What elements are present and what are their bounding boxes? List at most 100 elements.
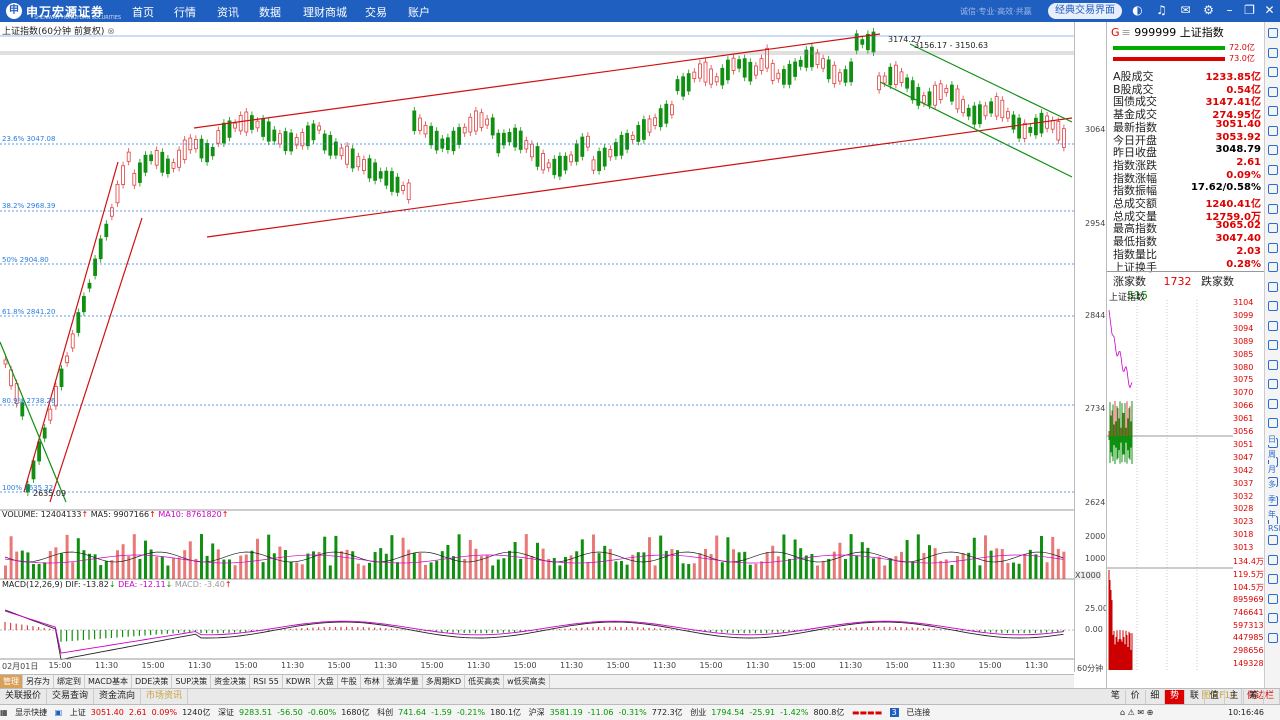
- close-icon[interactable]: ✕: [1264, 3, 1275, 17]
- stat-row: 国债成交 3147.41亿: [1113, 93, 1261, 108]
- trend-line-0[interactable]: [193, 33, 881, 129]
- tab-trade-query[interactable]: 交易查询: [47, 689, 95, 704]
- trend-line-1[interactable]: [206, 117, 1073, 238]
- tab-sidebar[interactable]: 侧边栏: [1242, 689, 1280, 704]
- tab-f10[interactable]: 图文F10: [1196, 689, 1242, 704]
- tool-icon[interactable]: [1268, 379, 1278, 389]
- indicator-button-9[interactable]: 大盘: [315, 675, 338, 688]
- period-shortcut[interactable]: 年: [1268, 509, 1276, 520]
- right-tab-5[interactable]: 值: [1205, 690, 1225, 704]
- stat-value: 1233.85亿: [1205, 72, 1261, 83]
- tool-icon[interactable]: [1268, 184, 1278, 194]
- tool-icon[interactable]: [1268, 418, 1278, 428]
- indicator-button-10[interactable]: 牛股: [338, 675, 361, 688]
- trend-line-3[interactable]: [49, 217, 143, 503]
- quick-display-label[interactable]: 显示快捷: [15, 708, 48, 717]
- menu-account[interactable]: 账户: [408, 6, 430, 19]
- period-shortcut[interactable]: 多: [1268, 479, 1276, 490]
- right-tab-4[interactable]: 联: [1185, 690, 1205, 704]
- tool-icon[interactable]: [1268, 632, 1278, 643]
- right-tab-3[interactable]: 势: [1165, 690, 1185, 704]
- stat-value: 274.95亿: [1212, 110, 1261, 122]
- tool-icon[interactable]: [1268, 574, 1278, 584]
- menu-news[interactable]: 资讯: [217, 6, 239, 19]
- tab-market-news[interactable]: 市场资讯: [141, 689, 189, 704]
- tool-icon[interactable]: [1268, 145, 1278, 155]
- tool-icon[interactable]: [1268, 47, 1278, 58]
- menu-trade[interactable]: 交易: [365, 6, 387, 19]
- tool-icon[interactable]: [1268, 106, 1278, 116]
- tool-icon[interactable]: [1268, 398, 1278, 409]
- trend-line-6[interactable]: [0, 341, 67, 503]
- tool-icon[interactable]: [1268, 613, 1278, 623]
- indicator-button-7[interactable]: RSI 55: [250, 675, 283, 688]
- right-tab-7[interactable]: 筹: [1244, 690, 1264, 704]
- tool-icon[interactable]: [1268, 593, 1278, 604]
- tool-icon[interactable]: [1268, 67, 1278, 77]
- skin-icon[interactable]: ◐: [1132, 3, 1143, 17]
- indicator-button-4[interactable]: DDE决策: [132, 675, 173, 688]
- tool-icon[interactable]: [1268, 223, 1278, 233]
- tool-icon[interactable]: [1268, 359, 1278, 370]
- menu-wealth-mall[interactable]: 理财商城: [303, 6, 347, 19]
- kline-chart[interactable]: [0, 22, 1074, 672]
- indicator-button-1[interactable]: 另存为: [23, 675, 54, 688]
- sz-amt: 1680亿: [341, 708, 370, 717]
- indicator-button-11[interactable]: 布林: [361, 675, 384, 688]
- menu-quotes[interactable]: 行情: [174, 6, 196, 19]
- tool-icon[interactable]: [1268, 281, 1278, 292]
- tool-icon[interactable]: [1268, 242, 1278, 253]
- right-tab-6[interactable]: 主: [1225, 690, 1245, 704]
- tool-icon[interactable]: [1268, 340, 1278, 350]
- headset-icon[interactable]: ♫: [1156, 3, 1167, 17]
- right-tab-0[interactable]: 笔: [1106, 690, 1126, 704]
- trend-line-2[interactable]: [23, 161, 119, 493]
- tool-icon[interactable]: [1268, 262, 1278, 272]
- gear-icon[interactable]: ⚙: [1203, 3, 1214, 17]
- tool-icon[interactable]: [1268, 301, 1278, 311]
- menu-home[interactable]: 首页: [132, 6, 154, 19]
- tab-fund-flow[interactable]: 资金流向: [94, 689, 142, 704]
- menu-data[interactable]: 数据: [259, 6, 281, 19]
- volume-bar: [726, 537, 730, 579]
- period-shortcut[interactable]: 月: [1268, 464, 1276, 475]
- close-circle-icon[interactable]: ⊗: [107, 27, 115, 37]
- candle-body: [249, 115, 254, 130]
- classic-trade-button[interactable]: 经典交易界面: [1048, 3, 1122, 19]
- indicator-button-6[interactable]: 资金决策: [211, 675, 251, 688]
- indicator-button-5[interactable]: SUP决策: [172, 675, 212, 688]
- tab-related-quotes[interactable]: 关联报价: [0, 689, 48, 704]
- indicator-button-8[interactable]: KDWR: [283, 675, 315, 688]
- indicator-button-3[interactable]: MACD基本: [85, 675, 132, 688]
- tool-icon[interactable]: [1268, 164, 1278, 175]
- right-tab-1[interactable]: 价: [1126, 690, 1146, 704]
- indicator-button-14[interactable]: 低买高卖: [465, 675, 505, 688]
- tool-icon[interactable]: [1268, 125, 1278, 136]
- restore-icon[interactable]: ❐: [1244, 3, 1255, 17]
- period-shortcut[interactable]: 季: [1268, 494, 1276, 505]
- indicator-button-12[interactable]: 张清华量: [384, 675, 423, 688]
- indicator-button-2[interactable]: 绑定到: [54, 675, 85, 688]
- period-shortcut[interactable]: 周: [1268, 449, 1276, 460]
- volume-bar: [1028, 549, 1032, 579]
- minimize-icon[interactable]: –: [1226, 3, 1233, 17]
- trend-line-4[interactable]: [909, 43, 1073, 123]
- tool-icon[interactable]: [1268, 535, 1278, 545]
- indicator-button-0[interactable]: 管理: [0, 675, 23, 688]
- tool-icon[interactable]: [1268, 203, 1278, 214]
- candle-body: [698, 63, 702, 79]
- indicator-button-15[interactable]: w低买高卖: [504, 675, 550, 688]
- mail-icon[interactable]: ✉: [1180, 3, 1191, 17]
- tool-icon[interactable]: [1268, 554, 1278, 565]
- right-tab-2[interactable]: 细: [1146, 690, 1166, 704]
- tool-icon[interactable]: [1268, 86, 1278, 97]
- period-shortcut[interactable]: 日: [1268, 434, 1276, 445]
- quick-display-icon[interactable]: ▦: [0, 708, 8, 717]
- trend-line-5[interactable]: [879, 81, 1073, 178]
- tool-icon[interactable]: [1268, 28, 1278, 38]
- period-shortcut[interactable]: RSI: [1268, 524, 1280, 533]
- candle-body: [272, 129, 277, 142]
- indicator-button-13[interactable]: 多周期KD: [423, 675, 466, 688]
- period-label[interactable]: 60分钟: [1077, 664, 1104, 673]
- tool-icon[interactable]: [1268, 320, 1278, 331]
